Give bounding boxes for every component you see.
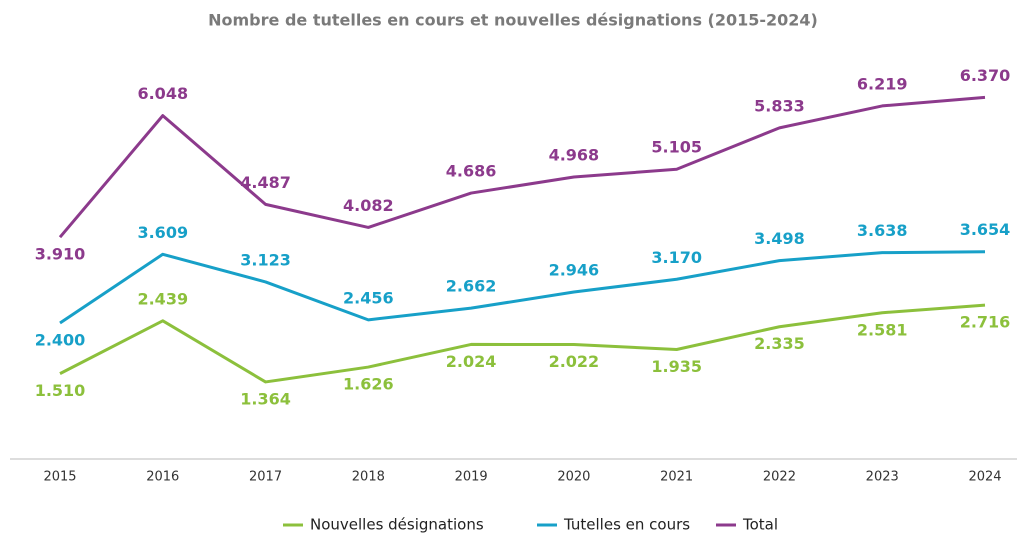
data-label: 3.170 bbox=[651, 248, 702, 267]
data-label: 2.024 bbox=[446, 352, 497, 371]
data-label: 4.487 bbox=[240, 173, 291, 192]
data-label: 2.456 bbox=[343, 288, 394, 307]
x-tick-label: 2022 bbox=[763, 470, 796, 485]
x-tick-label: 2021 bbox=[660, 470, 693, 485]
x-tick-label: 2016 bbox=[146, 470, 179, 485]
data-label: 3.498 bbox=[754, 229, 805, 248]
data-label: 2.946 bbox=[549, 260, 600, 279]
data-label: 1.626 bbox=[343, 375, 394, 394]
data-label: 2.400 bbox=[35, 331, 86, 350]
data-label: 2.439 bbox=[137, 289, 188, 308]
data-label: 6.219 bbox=[857, 74, 908, 93]
data-label: 3.638 bbox=[857, 221, 908, 240]
data-label: 3.654 bbox=[960, 220, 1011, 239]
x-tick-label: 2020 bbox=[557, 470, 590, 485]
legend-label: Tutelles en cours bbox=[563, 516, 690, 534]
data-label: 5.833 bbox=[754, 96, 805, 115]
data-label: 2.662 bbox=[446, 277, 497, 296]
legend-label: Total bbox=[742, 516, 778, 534]
data-label: 1.935 bbox=[651, 357, 702, 376]
x-tick-label: 2018 bbox=[352, 470, 385, 485]
series-line bbox=[59, 303, 986, 384]
data-label: 3.910 bbox=[35, 245, 86, 264]
data-label: 4.082 bbox=[343, 196, 394, 215]
data-label: 1.510 bbox=[35, 381, 86, 400]
data-label: 6.370 bbox=[960, 66, 1011, 85]
data-label: 2.716 bbox=[960, 313, 1011, 332]
x-tick-label: 2017 bbox=[249, 470, 282, 485]
legend-label: Nouvelles désignations bbox=[310, 516, 484, 534]
data-label: 2.022 bbox=[549, 352, 600, 371]
data-label: 3.609 bbox=[137, 223, 188, 242]
chart-title: Nombre de tutelles en cours et nouvelles… bbox=[208, 11, 818, 30]
x-tick-label: 2019 bbox=[455, 470, 488, 485]
data-label: 4.968 bbox=[549, 146, 600, 165]
data-label: 4.686 bbox=[446, 162, 497, 181]
data-label: 1.364 bbox=[240, 389, 291, 408]
data-label: 2.581 bbox=[857, 320, 908, 339]
data-label: 3.123 bbox=[240, 250, 291, 269]
data-label: 6.048 bbox=[137, 84, 188, 103]
x-tick-label: 2024 bbox=[968, 470, 1001, 485]
series-line bbox=[58, 95, 986, 239]
data-label: 5.105 bbox=[651, 138, 702, 157]
x-tick-label: 2015 bbox=[43, 470, 76, 485]
data-label: 2.335 bbox=[754, 334, 805, 353]
x-tick-label: 2023 bbox=[866, 470, 899, 485]
series-line bbox=[59, 250, 986, 325]
